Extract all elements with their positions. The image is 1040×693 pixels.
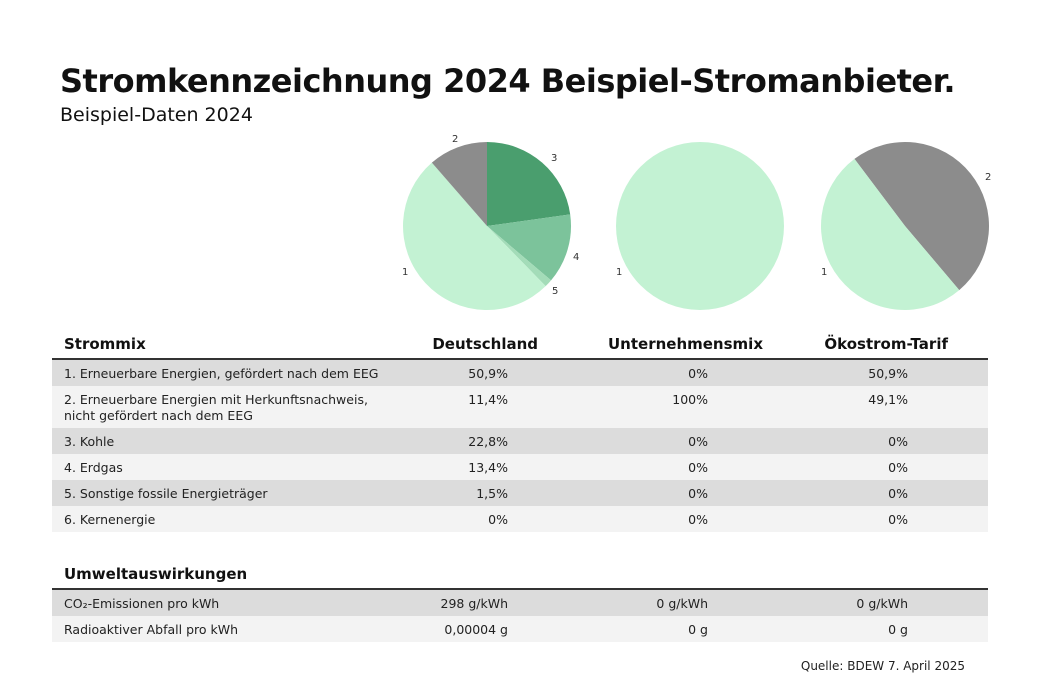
cell-value: 50,9% — [468, 366, 508, 381]
header-oekostrom: Ökostrom-Tarif — [824, 335, 948, 353]
pie-slice-2 — [431, 142, 487, 226]
pie-charts: 3 4 5 1 2 1 2 1 — [402, 134, 991, 311]
cell-value: 0 g — [888, 622, 908, 637]
pie-label: 4 — [573, 252, 579, 263]
header-unternehmensmix: Unternehmensmix — [608, 335, 763, 353]
cell-value: 0% — [888, 460, 908, 475]
header-strommix: Strommix — [64, 335, 146, 353]
umwelt-table: Umweltauswirkungen CO₂-Emissionen pro kW… — [52, 563, 988, 642]
cell-value: 0% — [888, 434, 908, 449]
umwelt-rows: CO₂-Emissionen pro kWh 298 g/kWh 0 g/kWh 0 … — [52, 590, 988, 642]
cell-value: 0 g/kWh — [856, 596, 908, 611]
pie-slice-5 — [487, 226, 552, 287]
cell-value: 1,5% — [476, 486, 508, 501]
cell-value: 0% — [488, 512, 508, 527]
header-umwelt: Umweltauswirkungen — [64, 565, 248, 583]
pie-slice-4 — [487, 214, 571, 281]
table-row: 3. Kohle 22,8% 0% 0% — [52, 428, 988, 454]
pie-label: 3 — [551, 153, 557, 164]
cell-value: 0% — [688, 434, 708, 449]
cell-value: 0% — [888, 512, 908, 527]
strommix-rows: 1. Erneuerbare Energien, gefördert nach … — [52, 360, 988, 532]
row-label: CO₂-Emissionen pro kWh — [64, 596, 220, 611]
table-row: 1. Erneuerbare Energien, gefördert nach … — [52, 360, 988, 386]
cell-value: 13,4% — [468, 460, 508, 475]
row-label: Radioaktiver Abfall pro kWh — [64, 622, 239, 637]
row-label: 4. Erdgas — [64, 460, 123, 475]
cell-value: 0% — [688, 460, 708, 475]
row-label: 5. Sonstige fossile Energieträger — [64, 486, 268, 501]
header-deutschland: Deutschland — [432, 335, 538, 353]
table-row: Radioaktiver Abfall pro kWh 0,00004 g 0 g 0… — [52, 616, 988, 642]
cell-value: 0,00004 g — [444, 622, 508, 637]
subtitle: Beispiel-Daten 2024 — [60, 104, 253, 126]
table-row: 6. Kernenergie 0% 0% 0% — [52, 506, 988, 532]
pie-slice-1 — [821, 158, 960, 310]
source-note: Quelle: BDEW 7. April 2025 — [800, 659, 965, 673]
cell-value: 0% — [888, 486, 908, 501]
cell-value: 0% — [688, 366, 708, 381]
table-header: Strommix Deutschland Unternehmensmix Öko… — [52, 333, 988, 360]
pie-slice-2 — [854, 141, 990, 291]
pie-label: 1 — [402, 267, 408, 278]
pie-slice-3 — [487, 142, 571, 226]
row-label: 2. Erneuerbare Energien mit Herkunftsnac… — [64, 392, 368, 423]
table-row: 4. Erdgas 13,4% 0% 0% — [52, 454, 988, 480]
table-header: Umweltauswirkungen — [52, 563, 988, 590]
row-label: 3. Kohle — [64, 434, 115, 449]
page-title: Stromkennzeichnung 2024 Beispiel-Stroman… — [60, 62, 956, 100]
pie-label: 2 — [452, 134, 458, 145]
pie-slice-1 — [616, 142, 784, 310]
pie-label: 1 — [821, 267, 827, 278]
table-row: CO₂-Emissionen pro kWh 298 g/kWh 0 g/kWh 0 … — [52, 590, 988, 616]
pie-label: 1 — [616, 267, 622, 278]
cell-value: 100% — [672, 392, 708, 407]
row-label: 6. Kernenergie — [64, 512, 156, 527]
cell-value: 0 g — [688, 622, 708, 637]
pie-label: 5 — [552, 286, 558, 297]
cell-value: 0 g/kWh — [656, 596, 708, 611]
pie-label: 2 — [985, 172, 991, 183]
cell-value: 11,4% — [468, 392, 508, 407]
table-row: 5. Sonstige fossile Energieträger 1,5% 0% 0… — [52, 480, 988, 506]
cell-value: 0% — [688, 486, 708, 501]
row-label: 1. Erneuerbare Energien, gefördert nach … — [64, 366, 379, 381]
cell-value: 22,8% — [468, 434, 508, 449]
pie-slice-1 — [402, 162, 546, 311]
cell-value: 298 g/kWh — [440, 596, 509, 611]
table-row: 2. Erneuerbare Energien mit Herkunftsnac… — [52, 386, 988, 428]
cell-value: 49,1% — [868, 392, 908, 407]
strommix-table: Strommix Deutschland Unternehmensmix Öko… — [52, 333, 988, 532]
cell-value: 0% — [688, 512, 708, 527]
cell-value: 50,9% — [868, 366, 908, 381]
